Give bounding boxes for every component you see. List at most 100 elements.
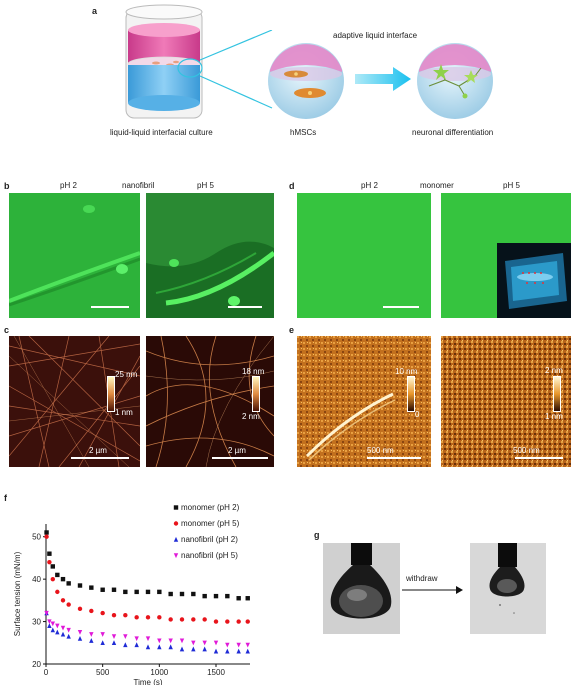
scale-bar <box>212 457 268 459</box>
data-point-nanofibril-ph-2 <box>66 633 71 639</box>
nanofibril-ph5-fluorescence-image <box>146 193 274 318</box>
data-point-nanofibril-ph-5 <box>60 625 66 631</box>
data-point-monomer-ph-5 <box>168 617 173 622</box>
cbar-top-label: 2 nm <box>545 366 563 375</box>
data-point-monomer-ph-2 <box>66 581 71 586</box>
data-point-nanofibril-ph-5 <box>134 636 139 642</box>
data-point-nanofibril-ph-2 <box>245 648 250 654</box>
data-point-nanofibril-ph-2 <box>89 638 94 643</box>
data-point-nanofibril-ph-2 <box>50 627 55 633</box>
data-point-nanofibril-ph-2 <box>213 648 219 654</box>
data-point-monomer-ph-5 <box>66 602 71 607</box>
monomer-ph2-fluorescence-image <box>297 193 431 318</box>
data-point-nanofibril-ph-5 <box>111 634 117 640</box>
scale-bar <box>91 306 129 308</box>
data-point-nanofibril-ph-2 <box>47 623 52 629</box>
data-point-nanofibril-ph-2 <box>191 646 196 652</box>
data-point-nanofibril-ph-2 <box>111 640 117 645</box>
x-tick-label: 500 <box>96 668 110 677</box>
data-point-nanofibril-ph-2 <box>236 648 241 654</box>
data-point-monomer-ph-2 <box>50 564 55 569</box>
data-point-monomer-ph-5 <box>179 617 185 622</box>
cbar-bottom-label: 1 nm <box>545 412 563 421</box>
data-point-monomer-ph-2 <box>236 596 241 601</box>
y-axis-label: Surface tension (mN/m) <box>13 551 22 636</box>
data-point-monomer-ph-2 <box>47 551 52 556</box>
withdraw-arrow <box>402 586 463 594</box>
data-point-nanofibril-ph-5 <box>123 634 128 640</box>
droplet-after-image <box>470 543 546 634</box>
cbar-top-label: 25 nm <box>115 370 138 379</box>
panel-c-label: c <box>4 325 10 335</box>
data-point-nanofibril-ph-2 <box>123 642 128 648</box>
y-tick-label: 50 <box>32 533 41 542</box>
data-point-monomer-ph-5 <box>145 615 151 620</box>
cbar-top-label: 10 nm <box>395 367 418 376</box>
data-point-monomer-ph-5 <box>245 619 250 624</box>
color-scale-bar <box>107 376 115 412</box>
data-point-nanofibril-ph-2 <box>100 640 105 645</box>
legend-label-monomer-ph-5: monomer (pH 5) <box>181 519 240 528</box>
data-point-monomer-ph-2 <box>89 585 94 590</box>
y-tick-label: 30 <box>32 618 41 627</box>
data-point-nanofibril-ph-2 <box>157 644 162 650</box>
data-point-nanofibril-ph-5 <box>168 638 173 644</box>
cbar-top-label: 18 nm <box>242 367 265 376</box>
scale-label: 2 µm <box>228 446 246 455</box>
x-tick-label: 1000 <box>150 668 168 677</box>
data-point-monomer-ph-5 <box>60 598 66 603</box>
data-point-monomer-ph-5 <box>213 619 219 624</box>
panel-b-mid-title: nanofibril <box>122 181 155 190</box>
data-point-nanofibril-ph-2 <box>77 635 83 641</box>
data-point-nanofibril-ph-5 <box>66 627 71 633</box>
data-point-monomer-ph-2 <box>202 593 207 599</box>
data-point-nanofibril-ph-5 <box>202 640 207 646</box>
data-point-monomer-ph-2 <box>225 593 230 599</box>
panel-b-right-title: pH 5 <box>197 181 214 190</box>
data-point-monomer-ph-2 <box>191 591 196 597</box>
data-point-monomer-ph-5 <box>89 608 94 614</box>
scale-bar <box>71 457 129 459</box>
y-tick-label: 40 <box>32 575 41 584</box>
data-point-nanofibril-ph-5 <box>89 632 94 637</box>
data-point-monomer-ph-5 <box>77 606 83 612</box>
withdraw-label: withdraw <box>406 574 438 583</box>
monomer-ph2-afm-image: 10 nm 0 500 nm <box>297 336 431 467</box>
data-point-nanofibril-ph-5 <box>213 640 219 646</box>
data-point-monomer-ph-2 <box>145 589 151 595</box>
data-point-nanofibril-ph-5 <box>47 619 52 625</box>
data-point-nanofibril-ph-5 <box>179 638 185 644</box>
legend-marker-nanofibril-ph-2 <box>173 536 179 542</box>
surface-tension-chart: 0 500 1000 1500 20 30 40 50 Time (s) Surface tens… <box>13 503 250 685</box>
data-point-monomer-ph-5 <box>111 613 117 618</box>
data-point-monomer-ph-2 <box>100 587 105 592</box>
data-point-monomer-ph-5 <box>191 617 196 622</box>
data-point-nanofibril-ph-2 <box>202 646 207 652</box>
data-point-monomer-ph-2 <box>44 530 49 535</box>
monomer-ph5-afm-image: 2 nm 1 nm 500 nm <box>441 336 571 467</box>
scale-bar <box>228 306 262 308</box>
data-point-monomer-ph-2 <box>213 593 219 599</box>
data-point-nanofibril-ph-5 <box>145 636 151 642</box>
panel-b-label: b <box>4 181 10 191</box>
data-point-monomer-ph-2 <box>123 589 128 595</box>
data-point-monomer-ph-2 <box>157 589 162 595</box>
data-point-monomer-ph-5 <box>202 617 207 622</box>
data-point-nanofibril-ph-2 <box>134 642 139 648</box>
data-point-nanofibril-ph-5 <box>225 642 230 648</box>
color-scale-bar <box>407 376 415 412</box>
caption-neuronal: neuronal differentiation <box>412 128 494 137</box>
x-tick-label: 0 <box>44 668 49 677</box>
data-point-monomer-ph-2 <box>111 587 117 592</box>
transition-arrow <box>355 67 411 91</box>
data-point-monomer-ph-5 <box>47 559 52 565</box>
neuron-sphere-illustration <box>417 43 493 119</box>
panel-a-label: a <box>92 6 98 16</box>
legend-marker-nanofibril-ph-5 <box>173 553 179 559</box>
data-point-monomer-ph-5 <box>100 610 105 616</box>
y-tick-label: 20 <box>32 660 41 669</box>
data-point-nanofibril-ph-5 <box>157 638 162 644</box>
data-point-nanofibril-ph-5 <box>100 632 105 637</box>
panel-d-left-title: pH 2 <box>361 181 378 190</box>
hmsc-sphere-illustration <box>268 43 344 119</box>
